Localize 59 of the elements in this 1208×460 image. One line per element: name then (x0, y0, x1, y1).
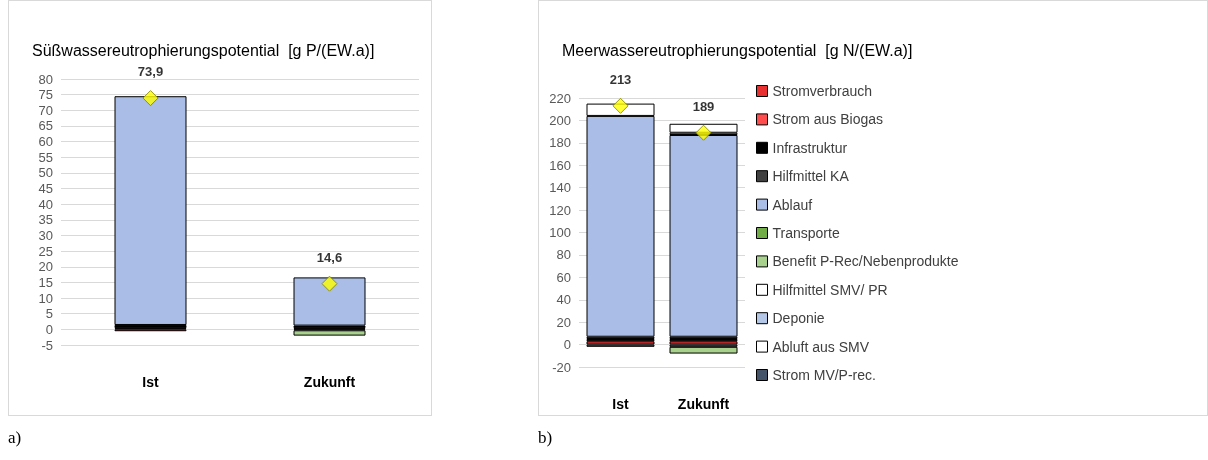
y-tick-label: 20 (556, 314, 571, 330)
y-tick-label: 0 (45, 321, 53, 337)
bar (669, 134, 738, 337)
bar (293, 277, 366, 326)
y-tick-label: 70 (38, 102, 53, 118)
y-tick-label: 140 (549, 180, 571, 196)
legend-label: Hilfmittel SMV/ PR (772, 281, 888, 298)
legend-label: Infrastruktur (772, 139, 848, 156)
y-tick-label: 160 (549, 157, 571, 173)
y-tick-label: 20 (38, 259, 53, 275)
legend-label: Hilfmittel KA (772, 168, 850, 185)
y-tick-label: 60 (556, 269, 571, 285)
y-tick-label: 80 (556, 247, 571, 263)
chart-title: Meerwassereutrophierungspotential [g N/(EW.a)] (562, 41, 913, 59)
y-tick-label: 80 (38, 71, 53, 87)
y-tick-label: 35 (38, 212, 53, 228)
y-tick-label: -5 (41, 337, 53, 353)
y-tick-label: 15 (38, 274, 53, 290)
y-tick-label: 180 (549, 135, 571, 151)
legend-label: Transporte (772, 225, 840, 241)
y-tick-label: 45 (38, 181, 53, 197)
bar (114, 96, 187, 325)
legend-label: Strom MV/P-rec. (772, 367, 876, 383)
y-tick-label: 120 (549, 202, 571, 218)
y-tick-label: 0 (563, 337, 571, 353)
x-tick-label: Ist (142, 374, 159, 390)
x-tick-label: Zukunft (677, 396, 730, 412)
data-label: 189 (692, 98, 715, 114)
y-tick-label: 60 (38, 134, 53, 150)
y-tick-label: -20 (552, 359, 571, 375)
legend-label: Benefit P-Rec/Nebenprodukte (772, 253, 959, 270)
text: a) (8, 428, 22, 448)
data-label: 14,6 (316, 249, 343, 265)
legend-label: Abluft aus SMV (772, 338, 870, 355)
text: b) (538, 428, 553, 448)
legend-label: Ablauf (772, 196, 813, 213)
x-tick-label: Ist (612, 396, 629, 412)
y-tick-label: 220 (549, 90, 571, 106)
y-tick-label: 100 (549, 225, 571, 240)
y-tick-label: 40 (38, 196, 53, 212)
bar (293, 330, 366, 336)
chart-title: Süßwassereutrophierungspotential [g P/(EW.a)] (32, 41, 375, 59)
y-tick-label: 55 (38, 149, 53, 165)
legend-label: Strom aus Biogas (772, 111, 883, 128)
y-tick-label: 50 (38, 165, 53, 181)
y-tick-label: 65 (38, 118, 53, 134)
x-tick-label: Zukunft (303, 374, 356, 390)
y-tick-label: 25 (38, 243, 53, 259)
data-label: 73,9 (137, 64, 164, 80)
y-tick-label: 10 (38, 290, 53, 306)
y-tick-label: 5 (45, 306, 53, 322)
data-label: 213 (609, 71, 632, 87)
legend-label: Stromverbrauch (772, 83, 873, 99)
y-tick-label: 30 (38, 227, 53, 243)
legend-label: Deponie (772, 310, 825, 327)
y-tick-label: 40 (556, 292, 571, 308)
y-tick-label: 75 (38, 87, 53, 103)
bar (669, 346, 738, 354)
y-tick-label: 200 (549, 112, 571, 128)
